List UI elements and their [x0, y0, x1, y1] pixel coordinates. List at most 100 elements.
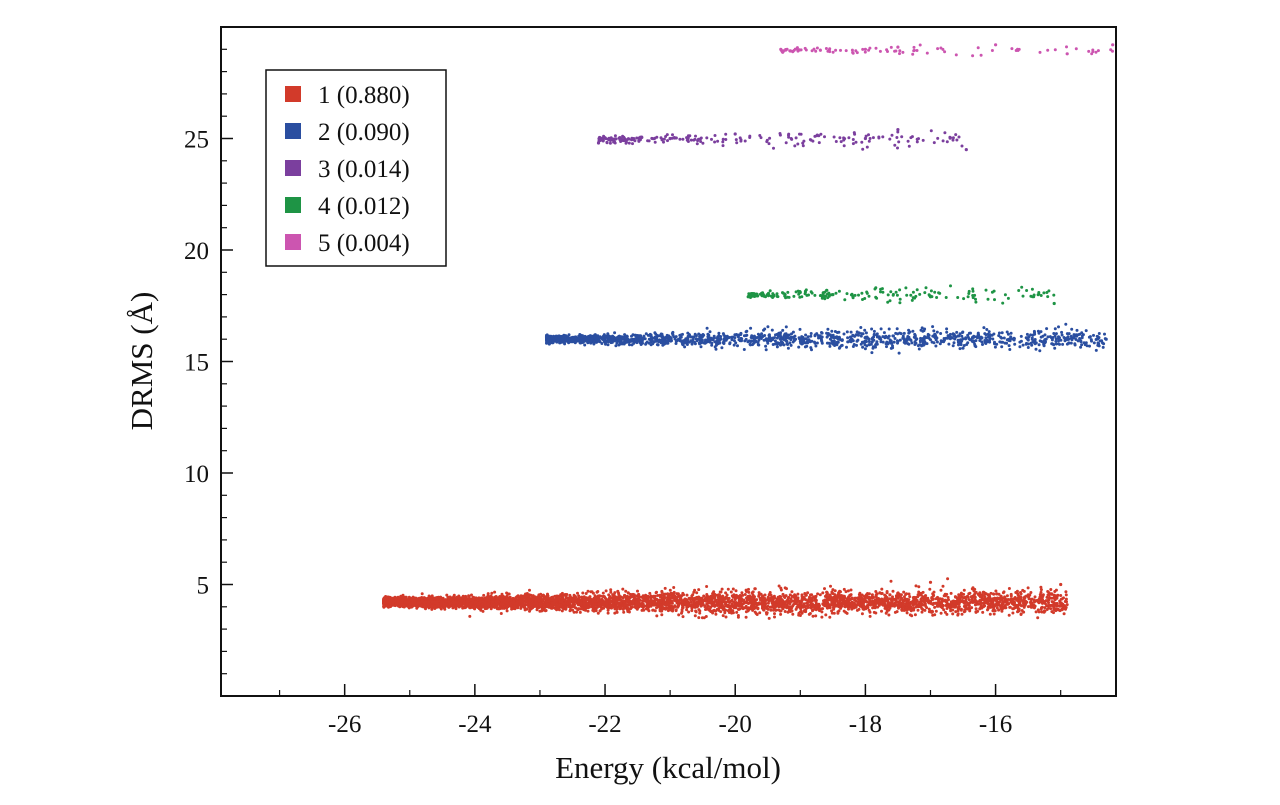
- data-point: [948, 606, 952, 610]
- data-point: [902, 590, 906, 594]
- data-point: [1020, 598, 1023, 602]
- data-point: [571, 608, 575, 612]
- data-point: [704, 596, 708, 600]
- data-point: [642, 596, 646, 600]
- data-point: [574, 599, 578, 603]
- data-point: [638, 604, 642, 608]
- data-point: [945, 612, 949, 616]
- data-point: [543, 609, 547, 613]
- data-point: [539, 604, 543, 608]
- data-point: [838, 603, 842, 607]
- data-point: [515, 601, 519, 605]
- data-point: [714, 612, 718, 616]
- data-point: [875, 592, 879, 596]
- data-point: [870, 593, 874, 597]
- data-point: [857, 593, 861, 597]
- data-point: [761, 594, 765, 598]
- data-point: [907, 592, 911, 596]
- data-point: [876, 605, 880, 609]
- data-point: [676, 605, 680, 609]
- data-point: [468, 614, 472, 618]
- data-point: [489, 607, 493, 611]
- data-point: [615, 607, 619, 611]
- data-point: [588, 602, 592, 606]
- data-point: [779, 586, 783, 590]
- data-point: [885, 596, 889, 600]
- data-point: [946, 577, 950, 581]
- data-point: [721, 598, 725, 602]
- data-point: [910, 601, 914, 605]
- data-point: [839, 598, 843, 602]
- data-point: [757, 591, 761, 595]
- data-point: [680, 599, 684, 602]
- data-point: [892, 597, 896, 601]
- data-point: [649, 604, 653, 608]
- data-point: [987, 593, 991, 597]
- data-point: [741, 593, 745, 597]
- data-point: [664, 596, 667, 600]
- data-point: [877, 597, 880, 600]
- data-point: [969, 595, 973, 599]
- data-point: [960, 595, 964, 599]
- data-point: [823, 594, 827, 598]
- data-point: [777, 608, 781, 612]
- data-point: [631, 600, 635, 604]
- data-point: [885, 591, 889, 595]
- data-point: [1059, 594, 1063, 597]
- data-point: [608, 595, 612, 599]
- data-point: [988, 612, 992, 616]
- data-point: [970, 606, 974, 610]
- data-point: [813, 596, 817, 600]
- data-point: [1019, 613, 1023, 616]
- data-point: [512, 604, 516, 608]
- data-point: [642, 608, 646, 612]
- data-point: [675, 598, 679, 602]
- data-point: [762, 596, 766, 600]
- data-point: [1000, 601, 1004, 605]
- points-layer: [382, 43, 1115, 620]
- data-point: [831, 588, 835, 592]
- data-point: [967, 602, 971, 606]
- data-point: [505, 609, 509, 613]
- data-point: [685, 608, 689, 612]
- data-point: [836, 611, 840, 615]
- data-point: [1060, 608, 1064, 612]
- data-point: [844, 590, 848, 594]
- data-point: [902, 595, 906, 599]
- data-point: [541, 593, 545, 597]
- data-point: [700, 616, 704, 620]
- data-point: [685, 593, 689, 597]
- data-point: [887, 613, 891, 617]
- data-point: [911, 607, 915, 611]
- data-point: [572, 610, 576, 614]
- data-point: [956, 613, 960, 617]
- data-point: [1039, 588, 1043, 592]
- data-point: [729, 590, 733, 594]
- data-point: [773, 615, 776, 619]
- data-point: [740, 591, 744, 595]
- data-point: [602, 606, 606, 610]
- data-point: [790, 609, 794, 613]
- data-point: [786, 610, 790, 614]
- data-point: [833, 589, 837, 593]
- data-point: [702, 594, 706, 598]
- data-point: [634, 603, 638, 607]
- data-point: [591, 599, 595, 603]
- data-point: [744, 588, 748, 592]
- data-point: [951, 612, 955, 616]
- data-point: [979, 604, 983, 608]
- data-point: [796, 592, 800, 596]
- data-point: [1009, 594, 1013, 598]
- data-point: [1036, 616, 1040, 620]
- data-point: [555, 608, 559, 612]
- data-point: [591, 606, 595, 610]
- data-point: [470, 593, 473, 597]
- data-point: [636, 589, 639, 593]
- data-point: [510, 604, 514, 608]
- data-point: [734, 605, 738, 609]
- data-point: [971, 601, 975, 604]
- data-point: [914, 584, 918, 588]
- data-point: [1017, 608, 1021, 612]
- data-point: [845, 611, 849, 615]
- data-point: [781, 599, 785, 603]
